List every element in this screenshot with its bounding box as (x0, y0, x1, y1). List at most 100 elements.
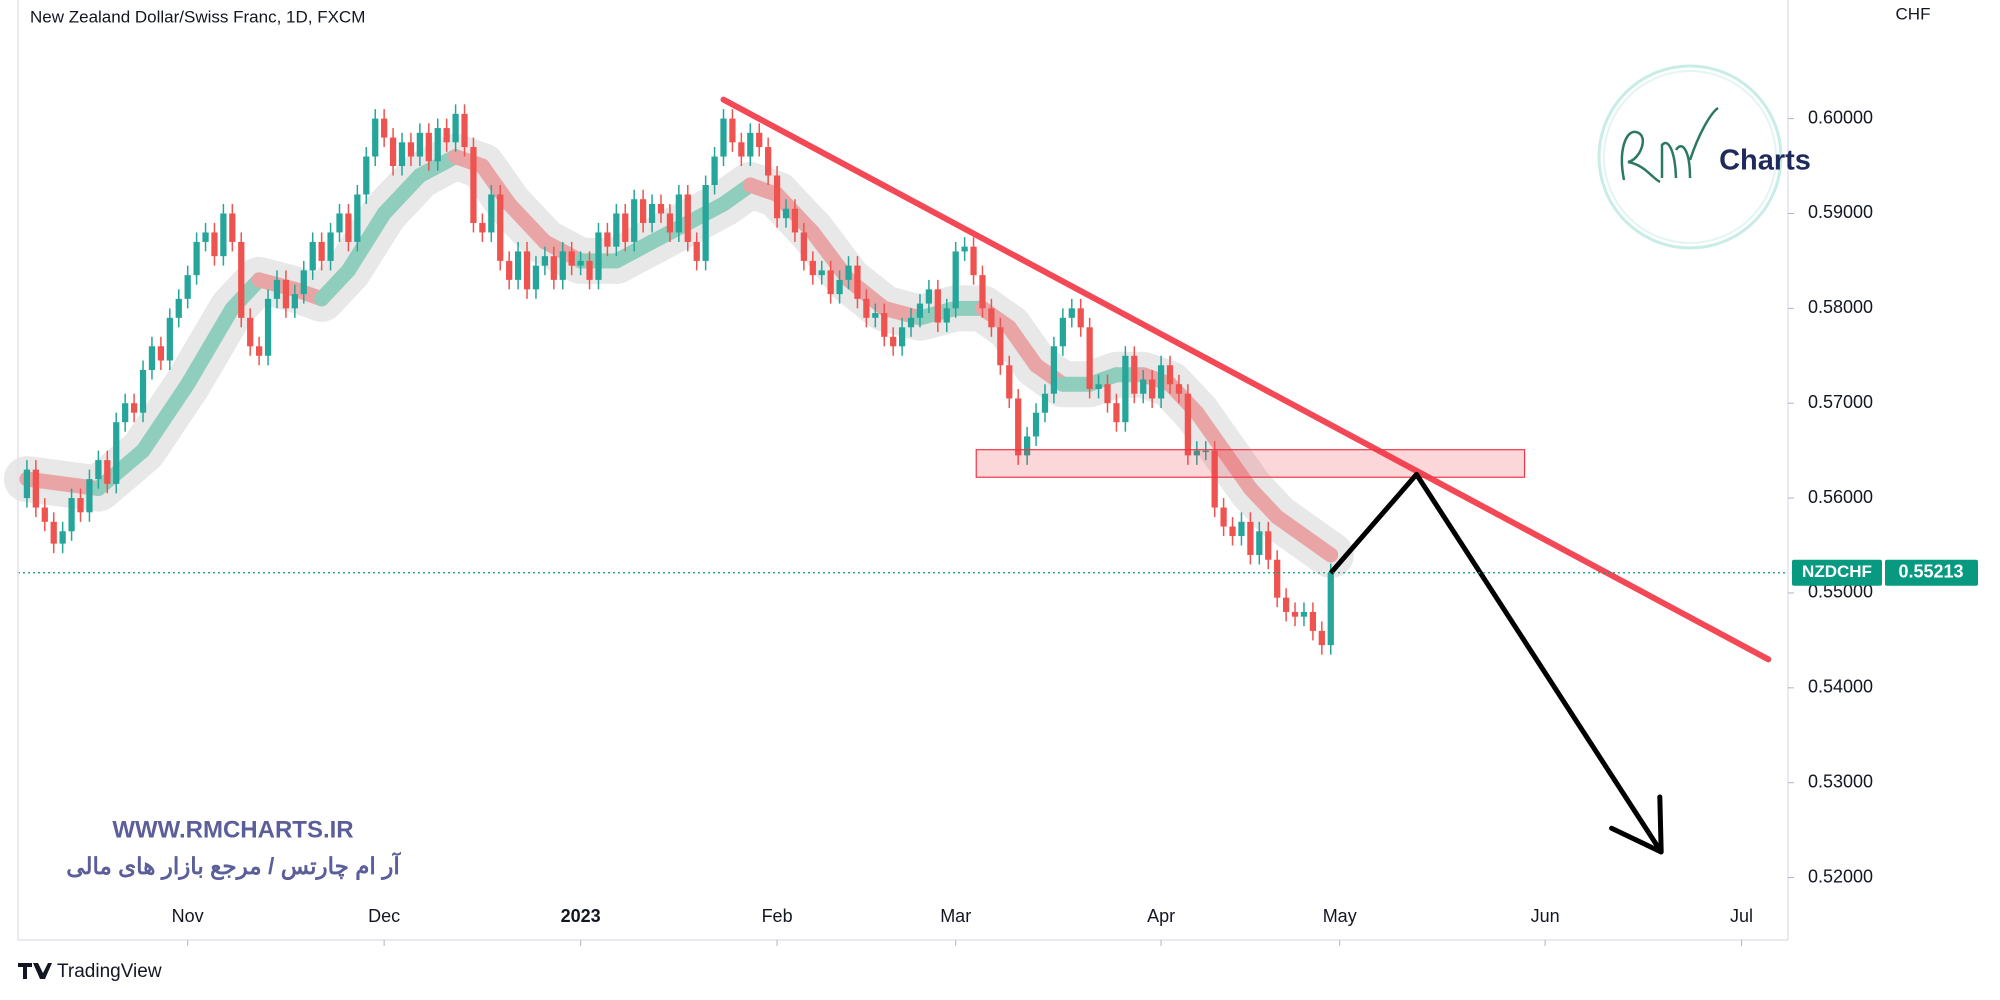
candle-body (1131, 355, 1138, 394)
candle-body (711, 156, 718, 186)
candle-body (291, 294, 298, 309)
candle-body (1175, 384, 1183, 394)
y-tick-label: 0.59000 (1808, 202, 1873, 222)
candle-body (407, 142, 415, 157)
candle-body (381, 118, 388, 138)
candle-body (1282, 597, 1290, 612)
currency-label: CHF (1896, 4, 1931, 23)
candle-body (68, 498, 75, 532)
candle-body (130, 403, 138, 413)
candle-body (229, 213, 236, 242)
candle-body (925, 289, 933, 304)
brand-name: TradingView (57, 961, 162, 982)
candle-body (622, 213, 629, 242)
candle-body (59, 531, 66, 544)
y-tick-label: 0.56000 (1808, 487, 1873, 507)
ma-segment (474, 158, 517, 212)
candle-body (425, 132, 432, 162)
ma-segment (1216, 443, 1258, 497)
candle-body (443, 128, 450, 143)
candle-body (1041, 393, 1049, 413)
candle-body (416, 132, 423, 157)
candle-body (461, 113, 468, 148)
candle-body (50, 521, 57, 544)
candle-body (1032, 412, 1040, 437)
candle-body (586, 260, 593, 280)
brand: TradingView (18, 961, 162, 982)
candle-body (684, 194, 691, 242)
candle-body (1166, 365, 1174, 385)
candle-body (1327, 573, 1334, 646)
plot-area (3, 96, 1788, 855)
candle-body (1193, 450, 1200, 456)
candle-body (791, 208, 799, 233)
last-price-tag (1885, 559, 1978, 586)
y-tick-label: 0.57000 (1808, 392, 1873, 412)
candle-body (729, 118, 736, 143)
candle-body (1238, 521, 1245, 537)
candle-body (809, 260, 816, 276)
candle-body (104, 460, 111, 484)
ma-segment (805, 224, 857, 288)
candle-body (1024, 436, 1031, 456)
candle-body (86, 479, 93, 513)
candle-body (577, 260, 584, 266)
logo-script (1620, 106, 1719, 184)
watermark-url: WWW.RMCHARTS.IR (112, 816, 353, 843)
candle-body (309, 241, 316, 271)
y-tick-label: 0.52000 (1808, 866, 1873, 886)
candle-body (363, 156, 370, 195)
candle-body (943, 308, 950, 323)
candle-body (979, 275, 986, 309)
candle-body (604, 232, 611, 247)
candle-body (747, 132, 754, 157)
candle-body (1291, 611, 1299, 617)
y-tick-label: 0.54000 (1808, 677, 1873, 697)
candle-body (166, 317, 173, 361)
candle-body (1122, 355, 1129, 423)
candle-body (934, 289, 941, 323)
candle-body (613, 213, 620, 247)
x-tick-label: Apr (1147, 906, 1175, 926)
candle-body (1256, 531, 1263, 556)
candle-body (452, 113, 459, 143)
candle-body (550, 256, 557, 280)
candle-body (1265, 531, 1272, 560)
candle-body (898, 327, 906, 347)
ma-segment (1189, 405, 1232, 459)
candle-body (827, 270, 834, 295)
candle-body (479, 222, 486, 233)
candle-body (1140, 379, 1147, 394)
candle-body (1274, 559, 1281, 598)
candle-body (193, 241, 200, 276)
candle-body (568, 251, 575, 266)
logo-circle (1597, 64, 1783, 250)
ma-segment (501, 196, 553, 250)
candle-body (327, 232, 334, 261)
candle-body (675, 194, 682, 233)
candle-body (595, 232, 602, 280)
candle-body (720, 118, 727, 157)
candle-body (988, 308, 995, 328)
candle-body (113, 422, 120, 484)
x-tick-label: Feb (762, 906, 793, 926)
candle-body (1077, 308, 1084, 328)
candle-body (95, 460, 102, 480)
y-tick-label: 0.58000 (1808, 297, 1873, 317)
candle-body (282, 279, 290, 309)
candle-body (139, 370, 147, 413)
ma-segment (376, 168, 428, 221)
candle-body (389, 137, 397, 167)
candle-body (881, 313, 888, 337)
symbol-tag (1792, 559, 1882, 586)
candle-body (1068, 308, 1075, 318)
candle-body (890, 336, 897, 347)
candle-body (372, 118, 379, 157)
candle-body (255, 346, 263, 356)
watermark-text: آر ام چارتس / مرجع بازار های مالی (66, 851, 401, 881)
candle-body (863, 298, 870, 318)
x-tick-label: Jul (1730, 906, 1753, 926)
x-tick-label: 2023 (561, 906, 601, 926)
candle-body (765, 147, 772, 176)
candle-body (202, 232, 209, 242)
